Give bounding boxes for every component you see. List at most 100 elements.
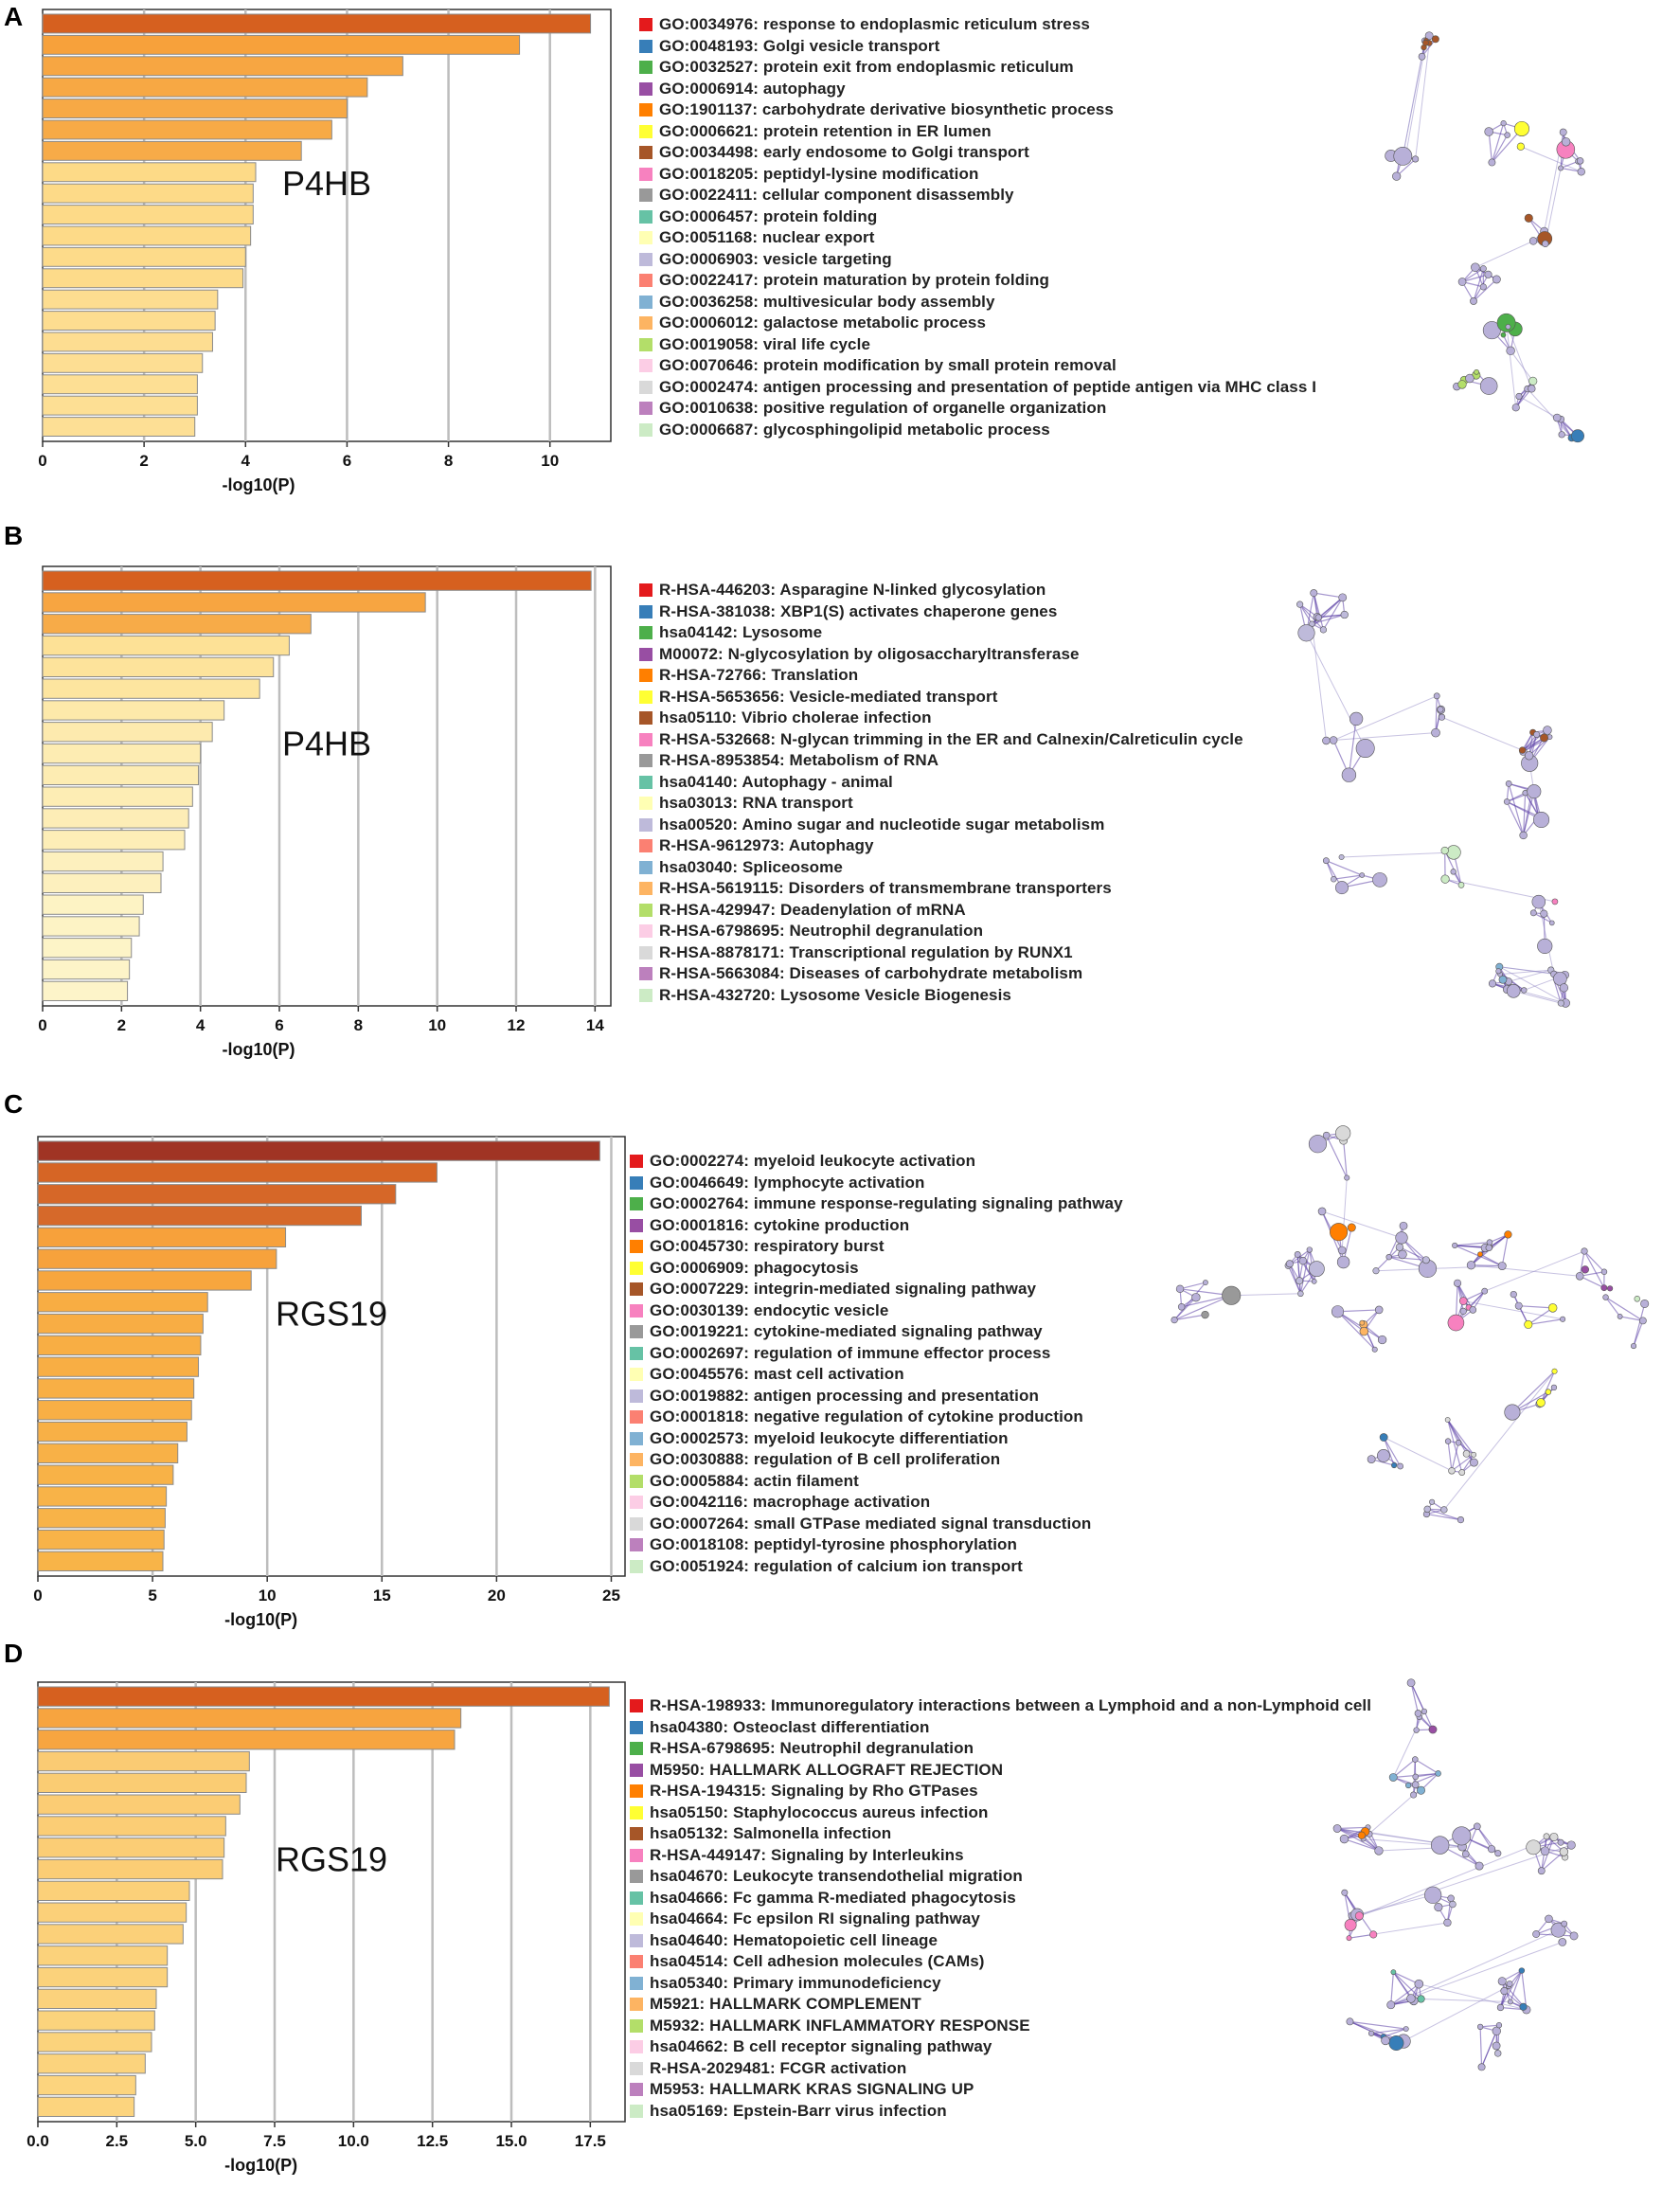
network-node — [1395, 1231, 1408, 1245]
legend-swatch — [630, 1827, 643, 1841]
bar — [42, 13, 592, 34]
legend-item: GO:0034976: response to endoplasmic reti… — [639, 14, 1316, 36]
legend-swatch — [630, 1912, 643, 1927]
legend-item: M5950: HALLMARK ALLOGRAFT REJECTION — [630, 1760, 1371, 1782]
panel-letter: D — [4, 1639, 24, 1668]
network-edge — [1306, 633, 1367, 749]
network-node — [1393, 146, 1413, 166]
network-edge — [1349, 2020, 1406, 2030]
bar — [42, 894, 144, 915]
legend-item: hsa05340: Primary immunodeficiency — [630, 1973, 1371, 1995]
legend-swatch — [639, 967, 652, 981]
network-node — [1447, 1314, 1465, 1332]
network-node — [1444, 1417, 1451, 1423]
network-node — [1482, 321, 1501, 340]
legend-swatch — [639, 669, 652, 683]
legend-label: R-HSA-5653656: Vesicle-mediated transpor… — [659, 687, 998, 706]
network-node — [1494, 2050, 1502, 2057]
legend-label: hsa05169: Epstein-Barr virus infection — [650, 2101, 947, 2120]
network-node — [1537, 1867, 1546, 1875]
network-node — [1417, 1785, 1425, 1795]
network-node — [1536, 1398, 1546, 1407]
network-edge — [1491, 122, 1505, 163]
network-node — [1557, 999, 1564, 1007]
network-node — [1322, 857, 1330, 865]
legend-a: GO:0034976: response to endoplasmic reti… — [639, 14, 1316, 440]
network-edge — [1484, 1250, 1585, 1292]
legend-swatch — [630, 1933, 643, 1947]
bar — [42, 592, 426, 613]
panel-letter: B — [4, 521, 24, 550]
legend-label: R-HSA-449147: Signaling by Interleukins — [650, 1845, 964, 1864]
network-c — [1171, 1125, 1650, 1524]
legend-swatch — [639, 274, 652, 288]
legend-item: R-HSA-5653656: Vesicle-mediated transpor… — [639, 687, 1243, 708]
x-tick-label: 17.5 — [575, 2132, 606, 2150]
network-node — [1457, 1515, 1465, 1524]
legend-item: hsa04666: Fc gamma R-mediated phagocytos… — [630, 1888, 1371, 1909]
network-node — [1471, 262, 1480, 273]
x-tick-label: 15.0 — [495, 2132, 527, 2150]
network-node — [1457, 278, 1467, 286]
network-edge — [1336, 1827, 1380, 1852]
legend-item: GO:0006457: protein folding — [639, 206, 1316, 228]
legend-swatch — [639, 647, 652, 661]
x-tick-label: 2 — [117, 1016, 126, 1034]
legend-item: GO:0007229: integrin-mediated signaling … — [630, 1279, 1146, 1300]
bar — [37, 1529, 165, 1551]
network-edge — [1451, 1443, 1459, 1471]
network-node — [1466, 1261, 1476, 1270]
network-node — [1506, 346, 1515, 356]
legend-label: M5953: HALLMARK KRAS SIGNALING UP — [650, 2080, 974, 2099]
network-node — [1428, 1725, 1438, 1734]
legend-swatch — [639, 732, 652, 746]
network-node — [1521, 987, 1528, 994]
legend-label: GO:0006687: glycosphingolipid metabolic … — [659, 420, 1050, 439]
network-node — [1462, 1450, 1471, 1458]
legend-swatch — [630, 2104, 643, 2118]
network-edge — [1605, 1297, 1621, 1318]
network-edge — [1343, 1140, 1348, 1178]
legend-swatch — [630, 1368, 643, 1382]
legend-swatch — [639, 359, 652, 373]
network-node — [1479, 377, 1498, 395]
bar — [37, 1292, 208, 1313]
network-node — [1367, 2030, 1375, 2036]
legend-label: hsa04140: Autophagy - animal — [659, 772, 893, 791]
network-edge — [1326, 732, 1437, 742]
network-node — [1372, 1267, 1380, 1275]
legend-swatch — [630, 1516, 643, 1531]
x-axis-title: -log10(P) — [224, 1610, 297, 1629]
network-node — [1495, 968, 1502, 975]
network-node — [1531, 894, 1546, 909]
network-node — [1337, 1246, 1347, 1255]
bar — [42, 77, 368, 98]
legend-label: GO:0018205: peptidyl-lysine modification — [659, 164, 979, 183]
gene-label: RGS19 — [276, 1840, 387, 1879]
bar — [37, 1730, 456, 1750]
legend-label: M00072: N-glycosylation by oligosacchary… — [659, 644, 1080, 663]
legend-item: GO:0002474: antigen processing and prese… — [639, 377, 1316, 399]
legend-label: GO:0051168: nuclear export — [659, 228, 875, 247]
network-node — [1346, 2017, 1354, 2026]
legend-item: GO:0002697: regulation of immune effecto… — [630, 1343, 1146, 1365]
network-edge — [1313, 592, 1324, 631]
network-node — [1386, 2000, 1396, 2010]
legend-item: GO:0006621: protein retention in ER lume… — [639, 121, 1316, 143]
network-node — [1443, 1918, 1452, 1927]
legend-swatch — [639, 711, 652, 726]
network-node — [1631, 1343, 1637, 1350]
network-node — [1422, 39, 1429, 46]
bar — [42, 417, 196, 438]
network-node — [1421, 1256, 1430, 1264]
legend-swatch — [630, 1955, 643, 1969]
bar — [42, 570, 592, 591]
legend-label: R-HSA-72766: Translation — [659, 666, 859, 685]
legend-label: GO:0070646: protein modification by smal… — [659, 356, 1117, 375]
network-edge — [1348, 718, 1357, 776]
network-node — [1558, 431, 1565, 439]
network-edge — [1359, 1836, 1555, 1917]
network-node — [1498, 975, 1508, 984]
legend-label: R-HSA-194315: Signaling by Rho GTPases — [650, 1782, 978, 1801]
x-tick-label: 15 — [373, 1586, 391, 1604]
